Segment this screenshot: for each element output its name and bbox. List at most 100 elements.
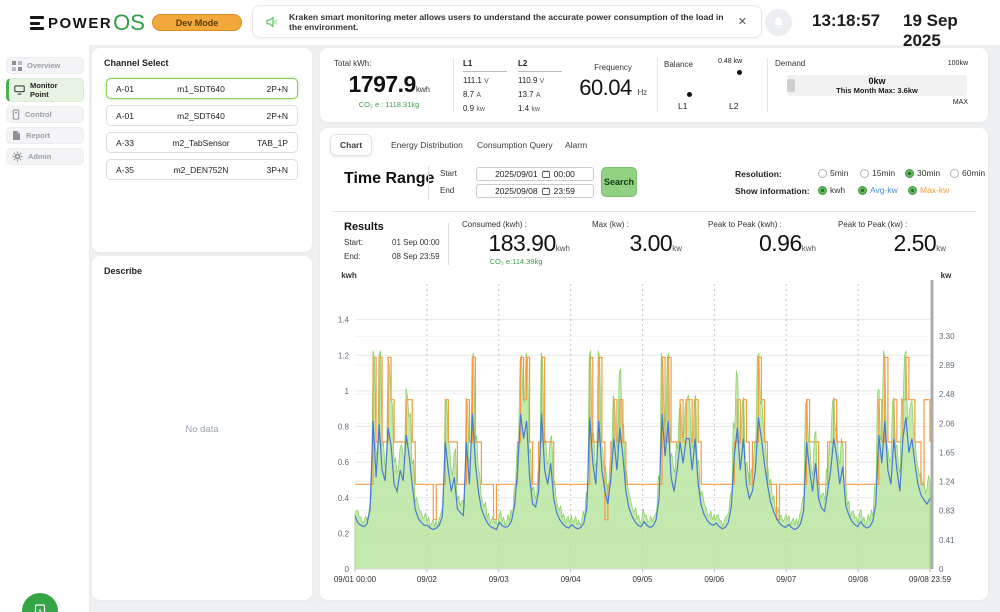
checkbox-checked-icon <box>858 185 867 195</box>
sidebar-item-overview[interactable]: Overview <box>6 57 84 74</box>
resolution-label: Resolution: <box>735 169 782 179</box>
metric-max-kw: Max (kw) : 3.00kw <box>592 220 682 256</box>
channel-item[interactable]: A-35 m2_DEN752N 3P+N <box>106 159 298 180</box>
remote-icon <box>12 109 20 120</box>
channel-select-panel: Channel Select A-01 m1_SDT640 2P+N A-01 m2_… <box>92 48 312 252</box>
svg-text:09/04: 09/04 <box>561 575 582 584</box>
radio-30min[interactable]: 30min <box>905 168 940 178</box>
svg-text:0.4: 0.4 <box>338 494 350 503</box>
tab-alarm[interactable]: Alarm <box>565 140 588 150</box>
describe-panel: Describe No data <box>92 256 312 600</box>
svg-text:kw: kw <box>941 271 952 280</box>
radio-checked-icon <box>905 168 914 178</box>
checkbox-max-kw[interactable]: Max-kw <box>908 185 949 195</box>
tab-energy-distribution[interactable]: Energy Distribution <box>391 140 463 150</box>
no-data-text: No data <box>185 424 219 435</box>
total-co2: CO₂ e : 1118.31kg <box>358 100 420 109</box>
tab-consumption-query[interactable]: Consumption Query <box>477 140 553 150</box>
top-header: POWER OS Dev Mode Kraken smart monitorin… <box>0 0 1000 50</box>
end-datetime-input[interactable]: 2025/09/08 23:59 <box>476 184 594 198</box>
balance-dot-l1 <box>687 92 692 97</box>
current-date: 19 Sep 2025 <box>903 11 958 50</box>
monitor-icon <box>14 85 25 95</box>
dev-mode-badge: Dev Mode <box>152 14 242 31</box>
speaker-icon <box>266 16 278 27</box>
start-datetime-input[interactable]: 2025/09/01 00:00 <box>476 167 594 181</box>
calendar-icon <box>541 170 550 178</box>
balance-l2-label: L2 <box>729 101 739 111</box>
svg-text:0.6: 0.6 <box>338 458 350 467</box>
channel-select-title: Channel Select <box>104 58 169 68</box>
results-start-value: 01 Sep 00:00 <box>392 238 440 247</box>
divider <box>767 58 768 112</box>
radio-15min[interactable]: 15min <box>860 168 895 178</box>
radio-5min[interactable]: 5min <box>818 168 848 178</box>
channel-item[interactable]: A-01 m1_SDT640 2P+N <box>106 78 298 99</box>
results-co2: CO₂ e:114.39kg <box>489 257 543 266</box>
checkbox-avg-kw[interactable]: Avg-kw <box>858 185 898 195</box>
frequency-label: Frequency <box>594 63 632 72</box>
meter-avatar-icon <box>34 604 46 612</box>
notification-text: Kraken smart monitoring meter allows use… <box>289 11 724 32</box>
svg-text:2.06: 2.06 <box>939 420 955 429</box>
checkbox-kwh[interactable]: kwh <box>818 185 845 195</box>
svg-text:3.30: 3.30 <box>939 332 955 341</box>
svg-text:1.4: 1.4 <box>338 316 350 325</box>
end-label: End <box>440 186 455 195</box>
svg-text:09/01 00:00: 09/01 00:00 <box>334 575 377 584</box>
svg-text:0.8: 0.8 <box>338 423 350 432</box>
svg-text:1.2: 1.2 <box>338 351 350 360</box>
metric-consumed: Consumed (kwh) : 183.90kwh CO₂ e:114.39k… <box>462 220 570 266</box>
demand-progress-fill <box>787 79 795 92</box>
user-avatar[interactable] <box>22 593 58 612</box>
sidebar-item-admin[interactable]: Admin <box>6 148 84 165</box>
svg-text:09/05: 09/05 <box>632 575 653 584</box>
checkbox-checked-icon <box>818 185 827 195</box>
document-icon <box>13 131 20 140</box>
sidebar-item-monitor-point[interactable]: Monitor Point <box>6 78 84 102</box>
metric-p2p-kwh: Peak to Peak (kwh) : 0.96kwh <box>708 220 816 256</box>
results-title: Results <box>344 221 384 233</box>
svg-text:09/02: 09/02 <box>417 575 438 584</box>
divider <box>428 166 429 200</box>
metric-p2p-kw: Peak to Peak (kw) : 2.50kw <box>838 220 946 256</box>
gear-icon <box>12 151 23 162</box>
sidebar-item-report[interactable]: Report <box>6 127 84 144</box>
divider <box>453 58 454 112</box>
tab-chart[interactable]: Chart <box>330 134 373 156</box>
sidebar-item-control[interactable]: Control <box>6 106 84 123</box>
consumption-chart[interactable]: 0 0.2 0.4 0.6 0.8 1 1.2 1.4 0 0.41 0.83 1.24 1.65 2.0… <box>322 270 986 596</box>
demand-month-max: This Month Max: 3.6kw <box>836 86 918 95</box>
bell-button[interactable] <box>765 9 792 36</box>
svg-text:09/03: 09/03 <box>489 575 510 584</box>
svg-text:09/08 23:59: 09/08 23:59 <box>909 575 952 584</box>
svg-text:09/06: 09/06 <box>704 575 725 584</box>
svg-text:0: 0 <box>939 565 944 574</box>
time-range-title: Time Range <box>344 170 435 187</box>
demand-max-label: MAX <box>952 99 968 106</box>
app-logo: POWER OS <box>30 10 145 36</box>
close-icon[interactable]: ✕ <box>737 16 747 28</box>
results-end-value: 08 Sep 23:59 <box>392 252 440 261</box>
show-info-label: Show information: <box>735 186 810 196</box>
current-time: 13:18:57 <box>812 11 881 30</box>
svg-text:09/07: 09/07 <box>776 575 797 584</box>
stats-bar: Total kWh: 1797.9kwh CO₂ e : 1118.31kg L… <box>320 48 988 122</box>
logo-e-icon <box>30 16 44 30</box>
channel-item[interactable]: A-33 m2_TabSensor TAB_1P <box>106 132 298 153</box>
calendar-icon <box>541 187 550 195</box>
radio-60min[interactable]: 60min <box>950 168 985 178</box>
notification-banner: Kraken smart monitoring meter allows use… <box>252 5 762 38</box>
main-panel: Chart Energy Distribution Consumption Qu… <box>320 128 988 600</box>
svg-text:09/08: 09/08 <box>848 575 869 584</box>
total-kwh-value: 1797.9kwh <box>348 71 430 97</box>
demand-label: Demand <box>775 59 806 68</box>
radio-icon <box>860 168 869 178</box>
search-button[interactable]: Search <box>601 167 637 197</box>
svg-text:0.41: 0.41 <box>939 536 955 545</box>
channel-item[interactable]: A-01 m2_SDT640 2P+N <box>106 105 298 126</box>
radio-icon <box>818 168 827 178</box>
logo-power-text: POWER <box>48 14 113 32</box>
svg-text:2.48: 2.48 <box>939 390 955 399</box>
